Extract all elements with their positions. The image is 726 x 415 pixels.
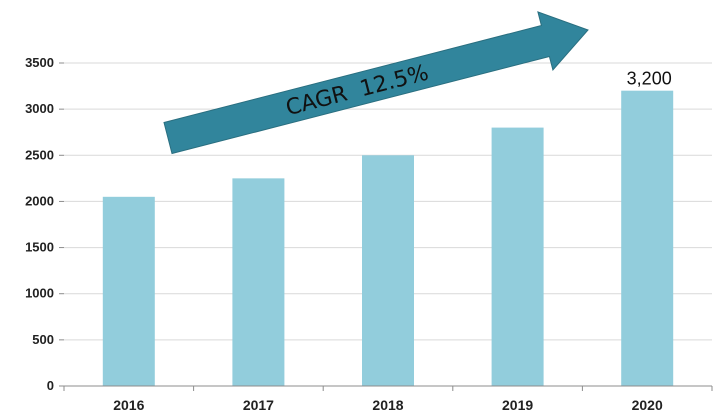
y-tick-label: 1000 <box>25 286 54 301</box>
y-tick-label: 500 <box>32 332 54 347</box>
x-tick-label: 2019 <box>502 397 533 413</box>
data-labels: 3,200 <box>627 69 672 89</box>
x-tick-label: 2020 <box>632 397 663 413</box>
x-tick-label: 2018 <box>372 397 403 413</box>
bar <box>102 196 155 386</box>
x-axis-ticks: 2016 2017 2018 2019 2020 <box>63 386 713 413</box>
y-tick-label: 1500 <box>25 240 54 255</box>
bar <box>232 178 285 386</box>
bar <box>621 90 674 386</box>
x-tick-label: 2016 <box>113 397 144 413</box>
bar <box>362 155 414 386</box>
y-tick-label: 2000 <box>25 193 54 208</box>
bar <box>491 127 544 386</box>
cagr-arrow-shape <box>163 11 589 155</box>
data-label: 3,200 <box>627 69 672 89</box>
y-tick-label: 0 <box>47 378 54 393</box>
y-axis-ticks: 0 500 1000 1500 2000 2500 3000 3500 <box>25 55 64 393</box>
y-tick-label: 3000 <box>25 101 54 116</box>
bars <box>102 90 674 386</box>
y-tick-label: 2500 <box>25 147 54 162</box>
y-tick-label: 3500 <box>25 55 54 70</box>
x-tick-label: 2017 <box>243 397 274 413</box>
